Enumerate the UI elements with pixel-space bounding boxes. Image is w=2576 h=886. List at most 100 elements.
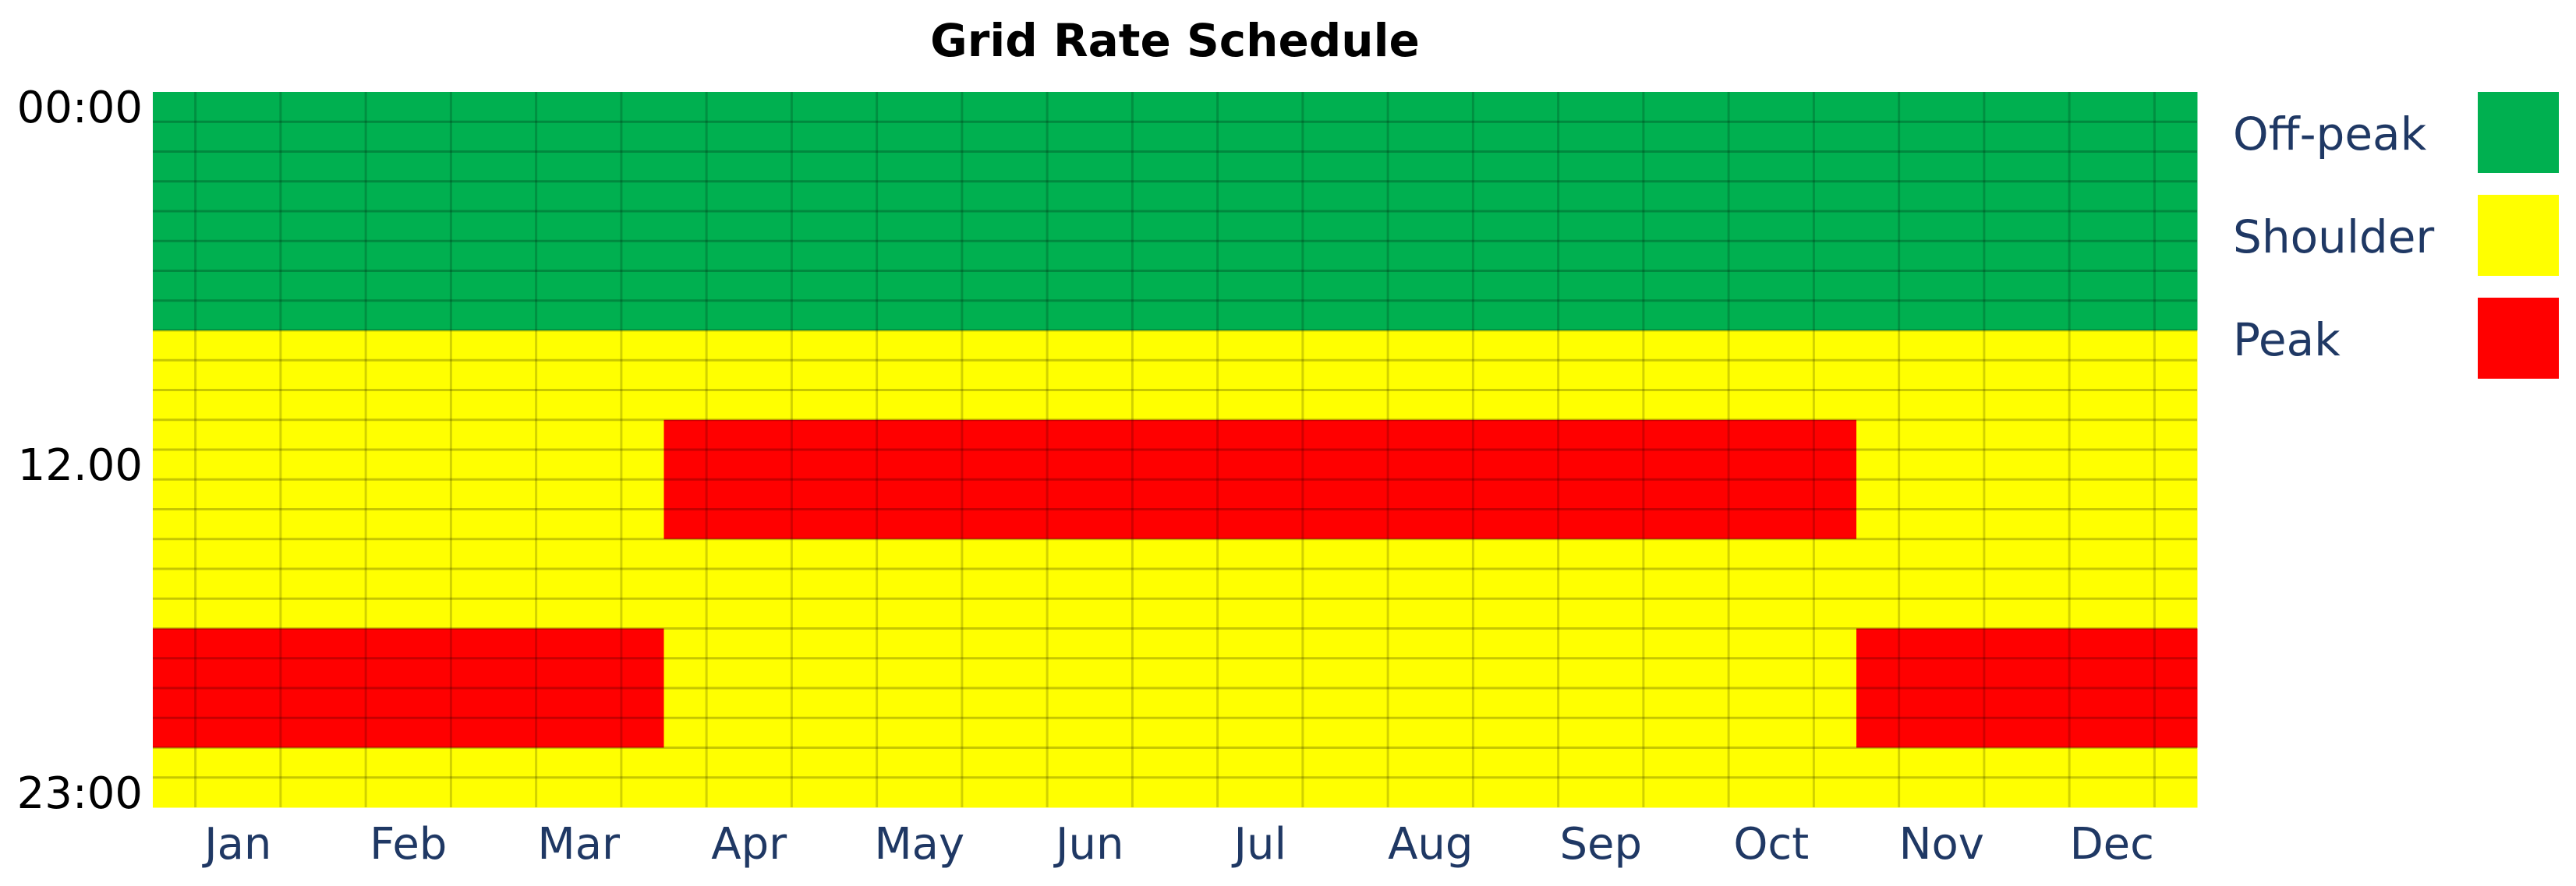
x-tick-label-jan: Jan — [202, 819, 271, 870]
heatmap-cell-sep-1 — [1516, 122, 1686, 152]
heatmap-cell-mar-6 — [494, 270, 664, 302]
heatmap-cell-oct-17 — [1686, 598, 1857, 629]
heatmap-cell-sep-7 — [1516, 300, 1686, 331]
heatmap-cell-aug-3 — [1345, 181, 1516, 212]
heatmap-cell-oct-3 — [1686, 181, 1857, 212]
heatmap-cell-feb-2 — [323, 151, 494, 182]
heatmap-cell-jul-2 — [1175, 151, 1346, 182]
heatmap-cell-jun-20 — [1004, 688, 1176, 718]
heatmap-cell-oct-5 — [1686, 241, 1857, 271]
heatmap-cell-sep-8 — [1516, 330, 1686, 361]
heatmap-cell-oct-6 — [1686, 270, 1857, 302]
heatmap-cell-jan-2 — [153, 151, 324, 182]
heatmap-cell-aug-1 — [1345, 122, 1516, 152]
heatmap-cell-jun-14 — [1004, 509, 1176, 540]
heatmap-cell-may-0 — [834, 92, 1005, 122]
heatmap-cell-jul-17 — [1175, 598, 1346, 629]
heatmap-cell-dec-21 — [2026, 718, 2198, 748]
heatmap-cell-aug-2 — [1345, 151, 1516, 182]
heatmap-cell-sep-0 — [1516, 92, 1686, 122]
heatmap-cell-aug-12 — [1345, 450, 1516, 480]
heatmap-cell-aug-18 — [1345, 628, 1516, 659]
heatmap-cell-jan-13 — [153, 479, 324, 510]
chart-title: Grid Rate Schedule — [930, 14, 1420, 67]
heatmap-cell-aug-17 — [1345, 598, 1516, 629]
heatmap-cell-mar-12 — [494, 450, 664, 480]
heatmap-cell-jan-6 — [153, 270, 324, 302]
heatmap-cell-jan-16 — [153, 569, 324, 599]
heatmap-cell-aug-10 — [1345, 390, 1516, 421]
heatmap-cell-feb-9 — [323, 360, 494, 390]
x-tick-label-feb: Feb — [370, 819, 447, 870]
heatmap-cell-oct-12 — [1686, 450, 1857, 480]
legend-swatch-shoulder — [2478, 195, 2559, 276]
heatmap-cell-jul-4 — [1175, 211, 1346, 242]
heatmap-cell-jun-3 — [1004, 181, 1176, 212]
heatmap-cell-sep-15 — [1516, 538, 1686, 570]
heatmap-cell-jul-23 — [1175, 777, 1346, 808]
heatmap-cell-mar-15 — [494, 538, 664, 570]
heatmap-cell-may-19 — [834, 658, 1005, 689]
heatmap-cell-jun-2 — [1004, 151, 1176, 182]
legend: Off-peak Shoulder Peak — [2230, 92, 2565, 401]
heatmap-cell-nov-15 — [1856, 538, 2027, 570]
heatmap-cell-nov-16 — [1856, 569, 2027, 599]
heatmap-cell-nov-23 — [1856, 777, 2027, 808]
heatmap-cell-oct-18 — [1686, 628, 1857, 659]
heatmap-cell-aug-21 — [1345, 718, 1516, 748]
heatmap-cell-nov-19 — [1856, 658, 2027, 689]
legend-swatch-peak — [2478, 298, 2559, 379]
heatmap-cell-sep-17 — [1516, 598, 1686, 629]
heatmap-cell-may-18 — [834, 628, 1005, 659]
heatmap-cell-apr-17 — [663, 598, 835, 629]
heatmap-cell-dec-17 — [2026, 598, 2198, 629]
heatmap-cell-nov-9 — [1856, 360, 2027, 390]
heatmap-cell-dec-7 — [2026, 300, 2198, 331]
heatmap-cell-dec-14 — [2026, 509, 2198, 540]
heatmap-cell-jan-5 — [153, 241, 324, 271]
heatmap-cell-aug-9 — [1345, 360, 1516, 390]
heatmap-cell-feb-1 — [323, 122, 494, 152]
heatmap-cell-mar-19 — [494, 658, 664, 689]
heatmap-cell-jun-8 — [1004, 330, 1176, 361]
heatmap-cell-feb-3 — [323, 181, 494, 212]
heatmap-cell-sep-16 — [1516, 569, 1686, 599]
heatmap-cell-oct-4 — [1686, 211, 1857, 242]
heatmap-cell-jul-18 — [1175, 628, 1346, 659]
x-tick-label-sep: Sep — [1559, 819, 1642, 870]
heatmap-cell-aug-8 — [1345, 330, 1516, 361]
heatmap-cell-jun-7 — [1004, 300, 1176, 331]
heatmap-cell-oct-0 — [1686, 92, 1857, 122]
heatmap-cell-may-1 — [834, 122, 1005, 152]
heatmap-cell-mar-10 — [494, 390, 664, 421]
heatmap-cell-sep-19 — [1516, 658, 1686, 689]
heatmap-cell-apr-23 — [663, 777, 835, 808]
heatmap-cell-sep-20 — [1516, 688, 1686, 718]
heatmap-cell-jul-21 — [1175, 718, 1346, 748]
heatmap-cell-may-7 — [834, 300, 1005, 331]
y-tick-label: 12.00 — [18, 440, 143, 491]
heatmap-cell-jun-21 — [1004, 718, 1176, 748]
heatmap-cell-may-13 — [834, 479, 1005, 510]
y-tick-label: 00:00 — [17, 83, 143, 133]
heatmap-cell-dec-4 — [2026, 211, 2198, 242]
heatmap-cell-oct-11 — [1686, 419, 1857, 450]
heatmap-cell-feb-10 — [323, 390, 494, 421]
heatmap-cell-jul-15 — [1175, 538, 1346, 570]
heatmap-cell-oct-8 — [1686, 330, 1857, 361]
heatmap-cell-jun-5 — [1004, 241, 1176, 271]
heatmap-cell-may-20 — [834, 688, 1005, 718]
heatmap-cell-nov-10 — [1856, 390, 2027, 421]
heatmap-cell-jun-22 — [1004, 747, 1176, 778]
heatmap-cell-feb-0 — [323, 92, 494, 122]
heatmap-cell-apr-21 — [663, 718, 835, 748]
heatmap-cell-apr-2 — [663, 151, 835, 182]
heatmap-cell-may-17 — [834, 598, 1005, 629]
heatmap-cell-aug-13 — [1345, 479, 1516, 510]
heatmap-cell-mar-0 — [494, 92, 664, 122]
heatmap-cell-feb-13 — [323, 479, 494, 510]
heatmap-cell-jul-19 — [1175, 658, 1346, 689]
heatmap-cell-nov-2 — [1856, 151, 2027, 182]
heatmap-cell-dec-12 — [2026, 450, 2198, 480]
